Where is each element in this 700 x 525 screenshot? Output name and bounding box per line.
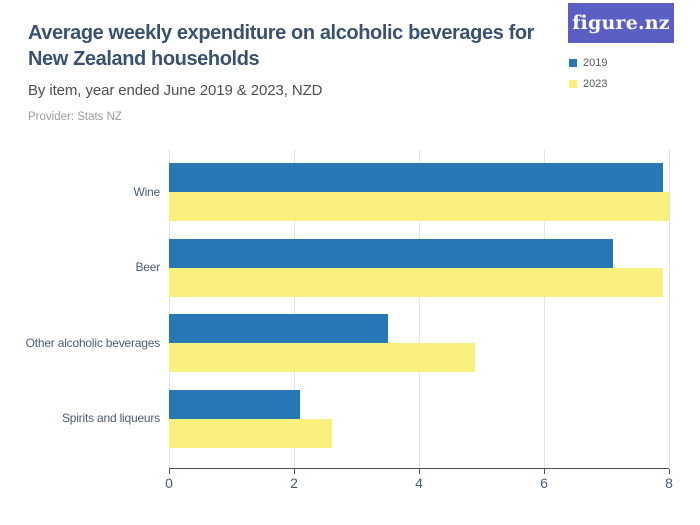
category-label: Beer	[135, 260, 160, 275]
x-axis-tick-label: 0	[165, 475, 173, 491]
gridline	[294, 150, 295, 468]
gridline	[419, 150, 420, 468]
gridline	[669, 150, 670, 468]
figure-nz-logo[interactable]: figure.nz	[568, 3, 674, 43]
legend-label: 2023	[583, 77, 608, 90]
bar-2023	[169, 192, 669, 221]
chart-legend: 2019 2023	[569, 56, 607, 98]
x-axis-tick-mark	[669, 469, 670, 474]
gridline	[544, 150, 545, 468]
chart-subtitle: By item, year ended June 2019 & 2023, NZ…	[28, 82, 323, 99]
legend-item: 2019	[569, 56, 607, 69]
x-axis-tick-label: 2	[290, 475, 298, 491]
bar-2023	[169, 343, 476, 373]
x-axis-tick-mark	[419, 469, 420, 474]
x-axis-tick-label: 8	[665, 475, 673, 491]
page-title-line-2: New Zealand households	[28, 47, 260, 70]
x-axis-tick-mark	[294, 469, 295, 474]
category-label: Wine	[133, 184, 160, 199]
category-label: Spirits and liqueurs	[61, 411, 160, 426]
x-axis-tick-mark	[169, 469, 170, 474]
bar-2023	[169, 418, 332, 448]
x-axis-tick-label: 4	[415, 475, 423, 491]
page-title-line-1: Average weekly expenditure on alcoholic …	[28, 22, 535, 44]
chart-header: Average weekly expenditure on alcoholic …	[28, 21, 534, 123]
bar-2023	[169, 267, 663, 297]
category-label: Other alcoholic beverages	[25, 335, 161, 350]
bar-2019	[169, 238, 613, 268]
provider-attribution: Provider: Stats NZ	[28, 111, 122, 123]
legend-swatch-icon	[569, 79, 577, 88]
legend-label: 2019	[583, 56, 608, 69]
plot-area	[169, 150, 670, 469]
bar-2019	[169, 314, 388, 344]
x-axis-tick-mark	[544, 469, 545, 474]
bar-2019	[169, 163, 663, 192]
gridline	[169, 150, 170, 468]
x-axis-tick-label: 6	[540, 475, 548, 491]
legend-item: 2023	[569, 77, 607, 90]
bar-2019	[169, 389, 301, 419]
legend-swatch-icon	[569, 58, 577, 67]
